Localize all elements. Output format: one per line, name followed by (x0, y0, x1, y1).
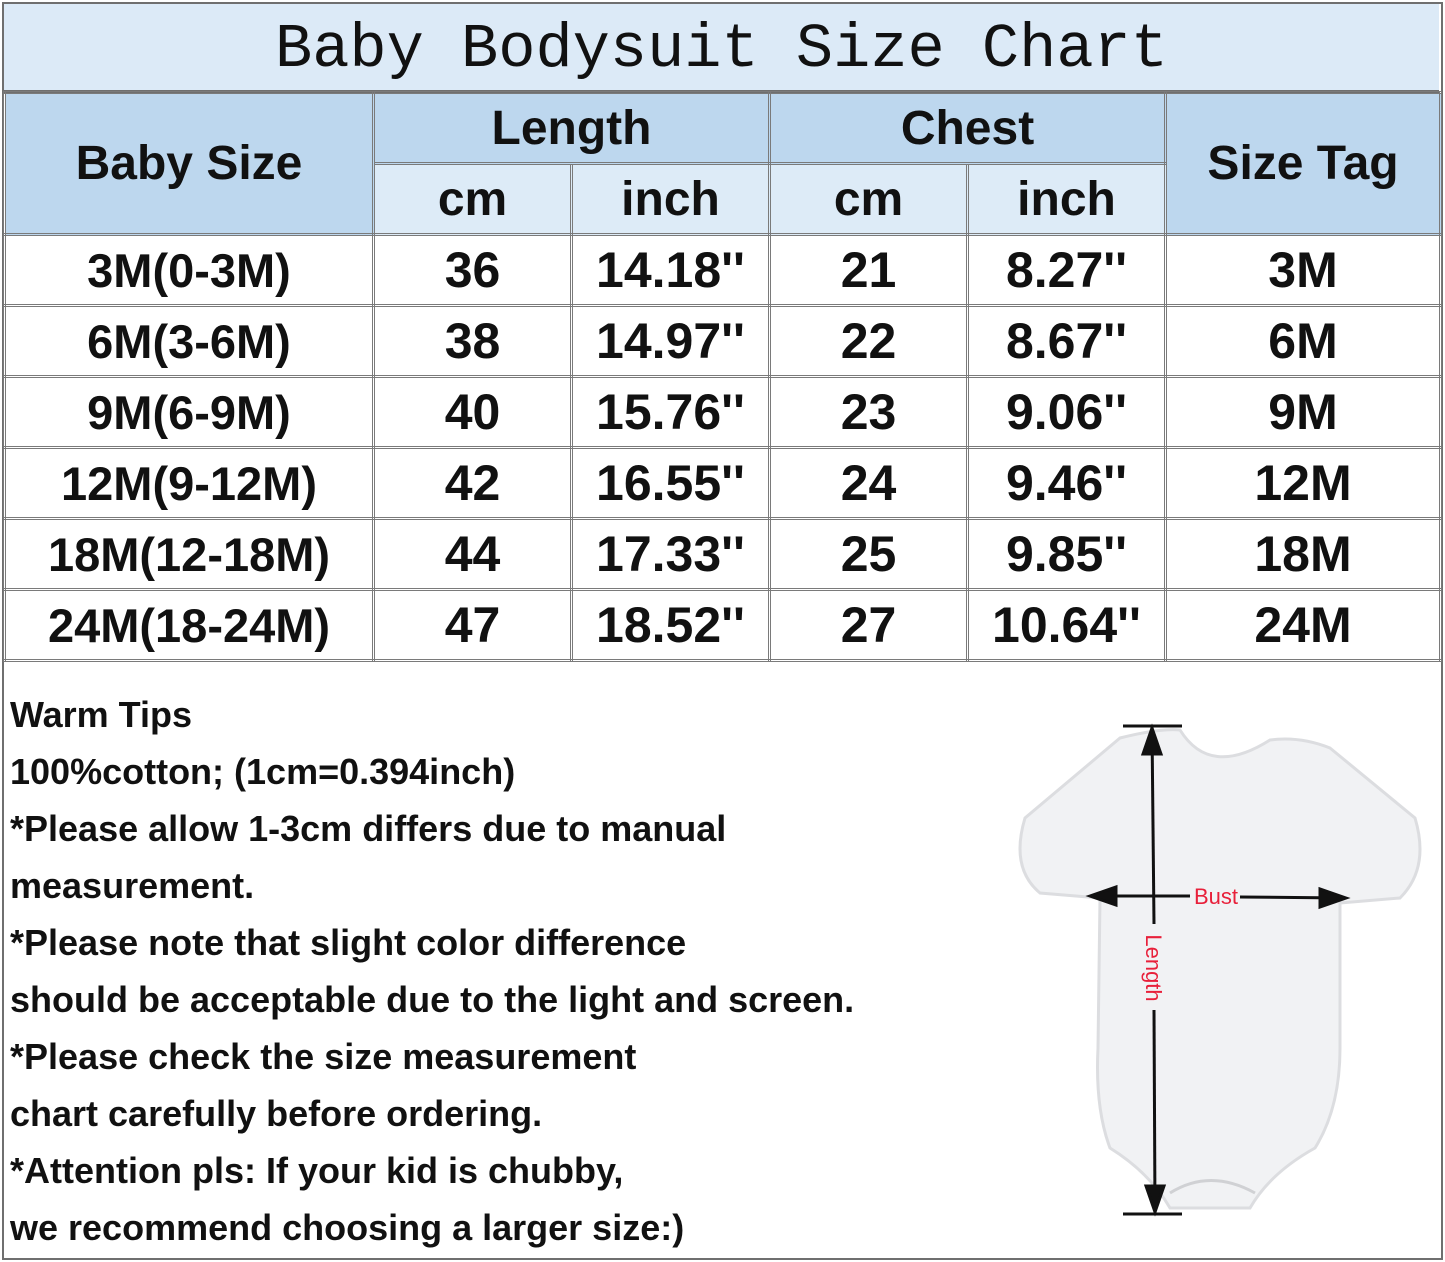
cell-length-cm: 38 (372, 304, 573, 378)
length-label: Length (1141, 934, 1166, 1001)
header-chest-inch: inch (966, 162, 1167, 236)
cell-chest-cm: 24 (768, 446, 969, 520)
cell-length-inch: 14.97'' (570, 304, 771, 378)
cell-tag: 9M (1164, 375, 1442, 449)
bodysuit-diagram: Bust Length (1018, 723, 1422, 1217)
cell-tag: 3M (1164, 233, 1442, 307)
header-chest-cm: cm (768, 162, 969, 236)
cell-chest-inch: 8.67'' (966, 304, 1167, 378)
cell-length-inch: 14.18'' (570, 233, 771, 307)
cell-chest-cm: 25 (768, 517, 969, 591)
bust-label: Bust (1194, 884, 1238, 909)
tip-line: *Please note that slight color differenc… (10, 922, 687, 963)
cell-length-inch: 15.76'' (570, 375, 771, 449)
cell-chest-inch: 10.64'' (966, 588, 1167, 662)
cell-chest-inch: 9.46'' (966, 446, 1167, 520)
cell-length-inch: 16.55'' (570, 446, 771, 520)
cell-chest-cm: 27 (768, 588, 969, 662)
length-arrow (1123, 723, 1182, 1217)
header-length: Length (372, 91, 771, 165)
cell-length-cm: 44 (372, 517, 573, 591)
tip-line: measurement. (10, 865, 255, 906)
cell-tag: 24M (1164, 588, 1442, 662)
warm-tips: Warm Tips 100%cotton; (1cm=0.394inch) *Ple… (10, 686, 854, 1256)
tip-line: 100%cotton; (1cm=0.394inch) (10, 751, 516, 792)
cell-length-inch: 17.33'' (570, 517, 771, 591)
cell-length-cm: 42 (372, 446, 573, 520)
header-length-cm: cm (372, 162, 573, 236)
cell-chest-cm: 22 (768, 304, 969, 378)
cell-length-cm: 47 (372, 588, 573, 662)
cell-length-cm: 40 (372, 375, 573, 449)
bust-arrow (1085, 884, 1351, 910)
cell-size: 3M(0-3M) (3, 233, 375, 307)
tip-line: chart carefully before ordering. (10, 1093, 543, 1134)
tip-line: we recommend choosing a larger size:) (10, 1207, 685, 1248)
bodysuit-shape (1018, 728, 1422, 1210)
tip-line: should be acceptable due to the light an… (10, 979, 855, 1020)
cell-tag: 12M (1164, 446, 1442, 520)
header-chest: Chest (768, 91, 1167, 165)
cell-length-inch: 18.52'' (570, 588, 771, 662)
cell-length-cm: 36 (372, 233, 573, 307)
page-title: Baby Bodysuit Size Chart (4, 4, 1439, 93)
table-row: 24M(18-24M) 47 18.52'' 27 10.64'' 24M (3, 588, 1442, 662)
cell-size: 18M(12-18M) (3, 517, 375, 591)
tip-line: *Please allow 1-3cm differs due to manua… (10, 808, 727, 849)
cell-size: 24M(18-24M) (3, 588, 375, 662)
header-length-inch: inch (570, 162, 771, 236)
cell-chest-inch: 9.85'' (966, 517, 1167, 591)
cell-chest-inch: 9.06'' (966, 375, 1167, 449)
cell-chest-cm: 23 (768, 375, 969, 449)
tip-line: *Please check the size measurement (10, 1036, 637, 1077)
cell-size: 12M(9-12M) (3, 446, 375, 520)
cell-size: 6M(3-6M) (3, 304, 375, 378)
cell-tag: 6M (1164, 304, 1442, 378)
header-baby-size: Baby Size (3, 91, 375, 236)
header-size-tag: Size Tag (1164, 91, 1442, 236)
cell-chest-cm: 21 (768, 233, 969, 307)
cell-tag: 18M (1164, 517, 1442, 591)
table-row: 18M(12-18M) 44 17.33'' 25 9.85'' 18M (3, 517, 1442, 591)
tip-line: *Attention pls: If your kid is chubby, (10, 1150, 624, 1191)
table-row: 12M(9-12M) 42 16.55'' 24 9.46'' 12M (3, 446, 1442, 520)
cell-size: 9M(6-9M) (3, 375, 375, 449)
cell-chest-inch: 8.27'' (966, 233, 1167, 307)
table-row: 9M(6-9M) 40 15.76'' 23 9.06'' 9M (3, 375, 1442, 449)
table-row: 6M(3-6M) 38 14.97'' 22 8.67'' 6M (3, 304, 1442, 378)
tips-heading: Warm Tips (10, 694, 193, 735)
size-table: Baby Size Length Chest Size Tag cm inch … (3, 91, 1442, 662)
table-row: 3M(0-3M) 36 14.18'' 21 8.27'' 3M (3, 233, 1442, 307)
